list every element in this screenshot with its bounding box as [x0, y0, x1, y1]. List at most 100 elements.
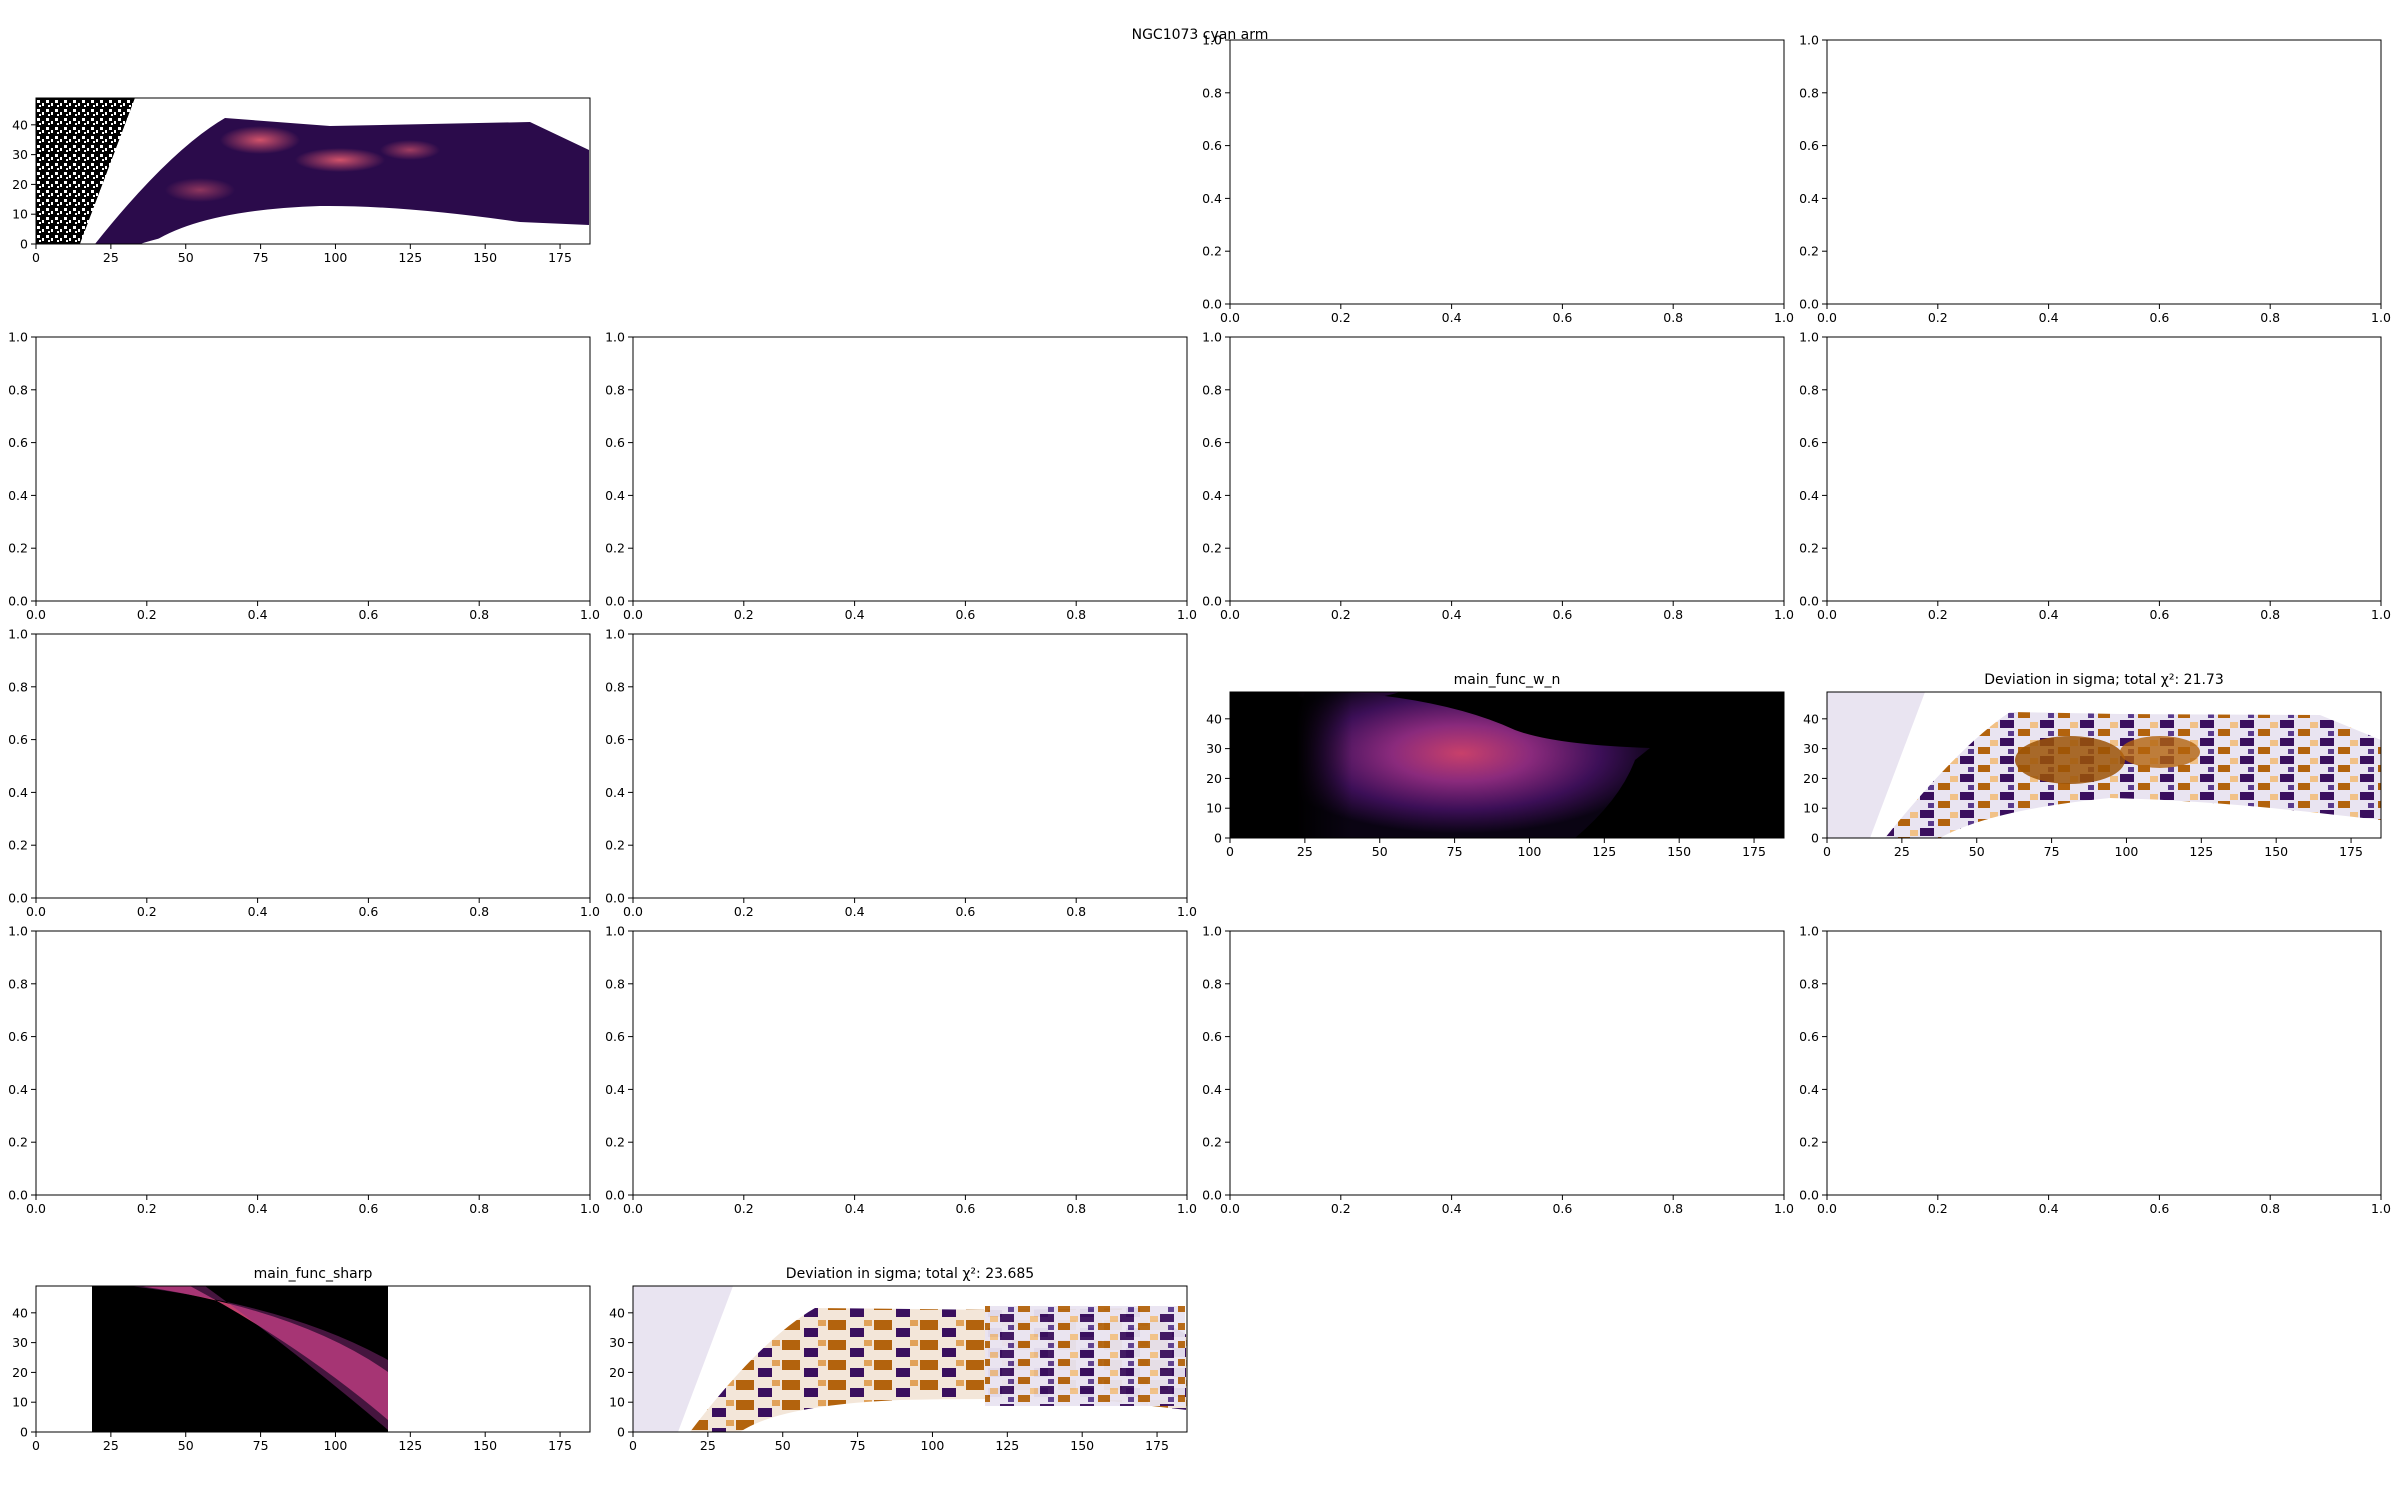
x-tick-label: 0.4: [2039, 310, 2059, 325]
x-tick-label: 0.8: [1066, 1201, 1086, 1216]
x-tick-label: 100: [921, 1438, 945, 1453]
y-tick-label: 20: [609, 1365, 625, 1380]
y-tick-label: 0.2: [1202, 244, 1222, 259]
y-tick-label: 0.2: [605, 838, 625, 853]
y-tick-label: 0.0: [1202, 297, 1222, 312]
y-tick-label: 0.2: [8, 838, 28, 853]
panel-p31: 0.0 0.2 0.4 0.6 0.8 1.0 0.0 0.2 0.4 0.6 0.8 1.0: [605, 924, 1197, 1217]
y-tick-label: 20: [12, 177, 28, 192]
y-tick-label: 1.0: [8, 627, 28, 642]
x-tick-label: 150: [1070, 1438, 1094, 1453]
y-tick-label: 0.4: [1202, 488, 1222, 503]
x-tick-label: 175: [2339, 844, 2363, 859]
panel-p13: 0.0 0.2 0.4 0.6 0.8 1.0 0.0 0.2 0.4 0.6 0.8 1.0: [1799, 330, 2391, 623]
axes-frame: [1826, 39, 2382, 305]
x-tick-label: 150: [473, 250, 497, 265]
x-tick-label: 125: [398, 250, 422, 265]
y-tick-label: 10: [12, 1395, 28, 1410]
y-tick-label: 0.6: [1799, 435, 1819, 450]
x-tick-label: 0.6: [2149, 607, 2169, 622]
y-tick-label: 0.6: [1202, 435, 1222, 450]
panel-title: Deviation in sigma; total χ²: 23.685: [786, 1266, 1034, 1282]
x-tick-label: 75: [253, 1438, 269, 1453]
x-tick-label: 0.4: [248, 904, 268, 919]
x-tick-label: 100: [324, 1438, 348, 1453]
y-tick-label: 0.2: [8, 1135, 28, 1150]
y-tick-label: 10: [609, 1395, 625, 1410]
x-tick-label: 0.0: [1817, 1201, 1837, 1216]
axes-frame: [1229, 336, 1785, 602]
y-tick-label: 0.4: [1799, 1082, 1819, 1097]
x-tick-label: 0.2: [137, 904, 157, 919]
y-tick-label: 0.8: [605, 976, 625, 991]
x-tick-label: 150: [473, 1438, 497, 1453]
x-tick-label: 0.2: [1331, 607, 1351, 622]
x-tick-label: 0.0: [1817, 607, 1837, 622]
x-tick-label: 75: [850, 1438, 866, 1453]
axes-frame: [632, 1285, 1188, 1433]
y-tick-label: 0.0: [8, 1188, 28, 1203]
x-tick-label: 0.0: [623, 1201, 643, 1216]
y-tick-label: 0.8: [1202, 976, 1222, 991]
axes-frame: [1826, 930, 2382, 1196]
y-tick-label: 30: [1206, 741, 1222, 756]
axes-frame: [35, 633, 591, 899]
panel-title: main_func_w_n: [1454, 672, 1561, 688]
panel-p40: main_func_sharp 0 25 50 75 100 125 150 175 0 10 20 3…: [12, 1266, 591, 1453]
x-tick-label: 0.8: [1663, 607, 1683, 622]
x-tick-label: 0.8: [2260, 607, 2280, 622]
x-tick-label: 0.4: [1442, 1201, 1462, 1216]
x-tick-label: 0.0: [1220, 310, 1240, 325]
x-tick-label: 150: [1667, 844, 1691, 859]
x-tick-label: 0.4: [248, 1201, 268, 1216]
y-tick-label: 20: [1803, 771, 1819, 786]
x-tick-label: 0.4: [2039, 607, 2059, 622]
y-tick-label: 0.2: [8, 541, 28, 556]
y-tick-label: 0.6: [8, 1029, 28, 1044]
y-tick-label: 0.6: [1202, 138, 1222, 153]
x-tick-label: 50: [178, 250, 194, 265]
x-tick-label: 0.8: [1663, 310, 1683, 325]
x-tick-label: 0.2: [1928, 1201, 1948, 1216]
x-tick-label: 125: [398, 1438, 422, 1453]
x-tick-label: 0.4: [845, 904, 865, 919]
x-tick-label: 0: [32, 1438, 40, 1453]
x-tick-label: 175: [1145, 1438, 1169, 1453]
y-tick-label: 0.6: [1202, 1029, 1222, 1044]
y-tick-label: 1.0: [1799, 924, 1819, 939]
x-tick-label: 175: [1742, 844, 1766, 859]
x-tick-label: 0.0: [1220, 607, 1240, 622]
y-tick-label: 0.8: [605, 679, 625, 694]
x-tick-label: 0.8: [469, 607, 489, 622]
x-tick-label: 0.0: [623, 607, 643, 622]
axes-frame: [1826, 691, 2382, 839]
y-tick-label: 0.2: [1799, 541, 1819, 556]
x-tick-label: 150: [2264, 844, 2288, 859]
x-tick-label: 0: [1823, 844, 1831, 859]
y-tick-label: 0.6: [605, 435, 625, 450]
y-tick-label: 0.2: [1202, 541, 1222, 556]
panel-p03: 0.0 0.2 0.4 0.6 0.8 1.0 0.0 0.2 0.4 0.6 0.8 1.0: [1799, 33, 2391, 326]
x-tick-label: 1.0: [580, 607, 600, 622]
x-tick-label: 50: [1969, 844, 1985, 859]
y-tick-label: 0.4: [8, 488, 28, 503]
y-tick-label: 10: [12, 207, 28, 222]
y-tick-label: 0.8: [8, 976, 28, 991]
y-tick-label: 40: [609, 1305, 625, 1320]
x-tick-label: 0.2: [137, 607, 157, 622]
y-tick-label: 30: [1803, 741, 1819, 756]
axes-frame: [35, 930, 591, 1196]
y-tick-label: 40: [12, 117, 28, 132]
residual-sharp-heatmap-image: [633, 1286, 1187, 1432]
x-tick-label: 0.6: [358, 1201, 378, 1216]
figure-suptitle: NGC1073 cyan arm: [1132, 27, 1269, 43]
x-tick-label: 125: [1592, 844, 1616, 859]
x-tick-label: 0.4: [1442, 310, 1462, 325]
y-tick-label: 0.8: [1799, 976, 1819, 991]
y-tick-label: 0.2: [605, 1135, 625, 1150]
panel-p22: main_func_w_n 0 25 50 75 100 125 150 175 0 10 20 30 4…: [1206, 672, 1785, 859]
x-tick-label: 0.6: [358, 607, 378, 622]
x-tick-label: 0.2: [734, 904, 754, 919]
x-tick-label: 0.0: [26, 904, 46, 919]
